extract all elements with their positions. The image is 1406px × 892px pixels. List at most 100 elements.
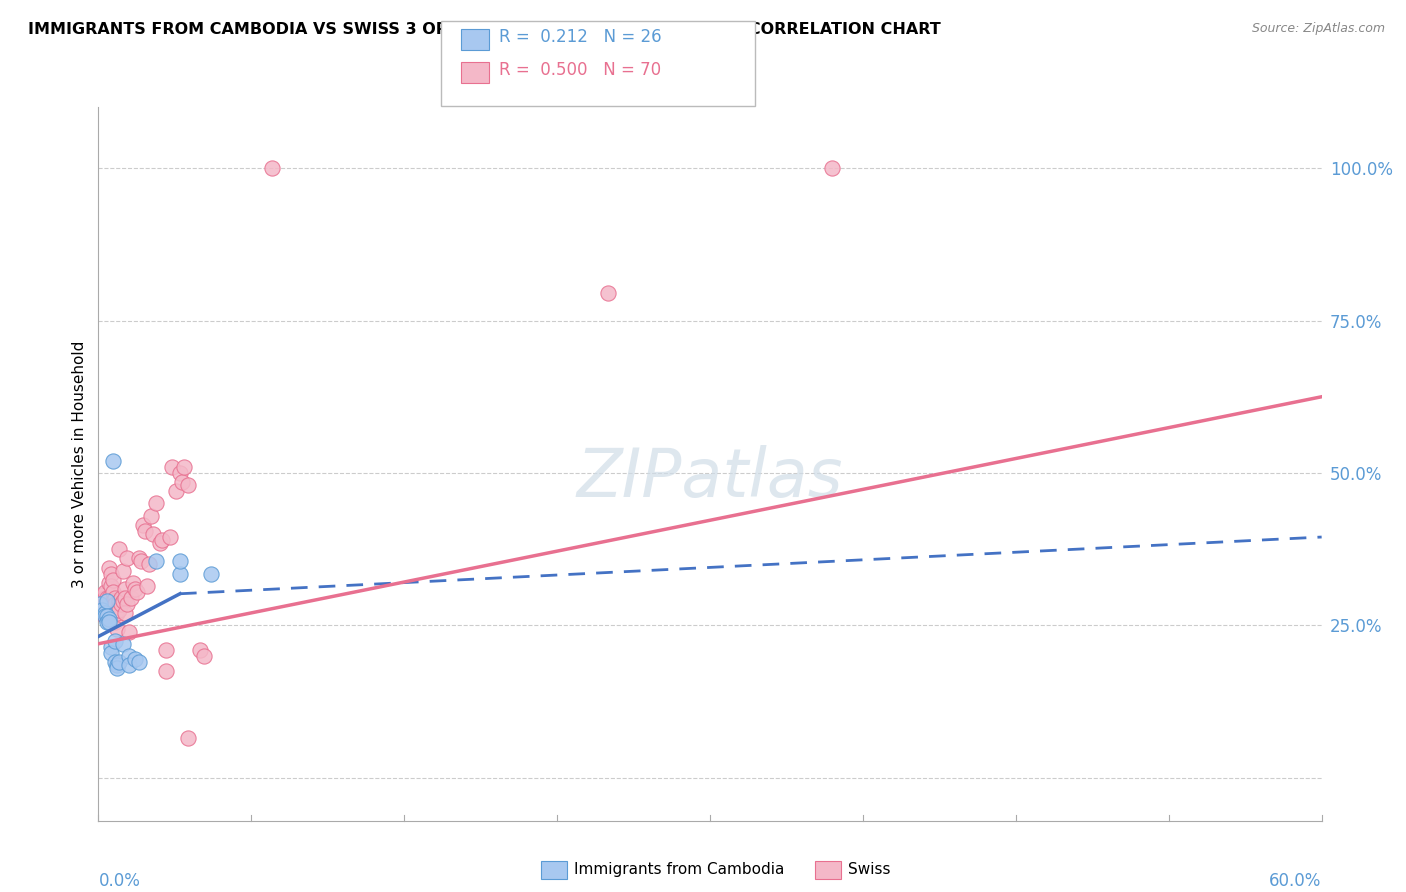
Point [260, 161, 283, 175]
Point [132, 517, 155, 532]
Point [100, 566, 122, 581]
Point [104, 591, 127, 605]
Point [124, 652, 146, 666]
Point [115, 551, 138, 566]
Point [155, 643, 177, 657]
Point [169, 554, 191, 568]
Point [145, 554, 167, 568]
Point [159, 530, 181, 544]
Text: IMMIGRANTS FROM CAMBODIA VS SWISS 3 OR MORE VEHICLES IN HOUSEHOLD CORRELATION CH: IMMIGRANTS FROM CAMBODIA VS SWISS 3 OR M… [28, 22, 941, 37]
Point [114, 582, 136, 596]
Point [101, 573, 124, 587]
Text: R =  0.500   N = 70: R = 0.500 N = 70 [499, 62, 661, 79]
Point [93, 607, 115, 621]
Point [120, 591, 142, 605]
Point [110, 591, 132, 605]
Text: 0.0%: 0.0% [98, 872, 141, 890]
Point [200, 566, 222, 581]
Point [100, 646, 122, 660]
Point [100, 579, 122, 593]
Point [105, 658, 128, 673]
Point [91, 588, 114, 602]
Point [89, 597, 111, 611]
Text: Immigrants from Cambodia: Immigrants from Cambodia [574, 863, 785, 877]
Point [96, 615, 118, 630]
Point [134, 524, 156, 538]
Point [97, 560, 120, 574]
Point [105, 661, 128, 675]
Point [598, 286, 620, 301]
Point [91, 597, 114, 611]
Point [93, 607, 115, 621]
Point [118, 658, 141, 673]
Point [93, 591, 115, 605]
Text: R =  0.212   N = 26: R = 0.212 N = 26 [499, 29, 662, 46]
Point [115, 597, 138, 611]
Point [108, 603, 131, 617]
Point [93, 585, 115, 599]
Point [127, 585, 149, 599]
Point [101, 594, 124, 608]
Point [138, 558, 160, 572]
Point [105, 603, 128, 617]
Point [111, 594, 134, 608]
Point [128, 655, 150, 669]
Point [114, 607, 136, 621]
Point [104, 597, 127, 611]
Point [145, 496, 167, 510]
Point [165, 484, 187, 499]
Point [96, 607, 118, 621]
Point [193, 648, 215, 663]
Point [91, 603, 114, 617]
Text: ZIPatlas: ZIPatlas [576, 445, 844, 511]
Point [169, 566, 191, 581]
Point [104, 633, 127, 648]
Point [93, 609, 115, 624]
Point [100, 640, 122, 654]
Point [105, 607, 128, 621]
Point [114, 591, 136, 605]
Point [141, 508, 163, 523]
Text: Source: ZipAtlas.com: Source: ZipAtlas.com [1251, 22, 1385, 36]
Point [170, 475, 193, 490]
Point [108, 594, 131, 608]
Point [91, 591, 114, 605]
Point [89, 607, 111, 621]
Point [97, 591, 120, 605]
Point [142, 527, 165, 541]
Text: 60.0%: 60.0% [1270, 872, 1322, 890]
Point [124, 582, 146, 596]
Point [104, 655, 127, 669]
Point [108, 542, 131, 557]
Point [96, 609, 118, 624]
Text: Swiss: Swiss [848, 863, 890, 877]
Point [97, 575, 120, 590]
Point [177, 731, 200, 746]
Point [173, 459, 195, 474]
Y-axis label: 3 or more Vehicles in Household: 3 or more Vehicles in Household [72, 340, 87, 588]
Point [155, 664, 177, 678]
Point [136, 579, 159, 593]
Point [169, 466, 191, 480]
Point [118, 648, 141, 663]
Point [96, 609, 118, 624]
Point [110, 597, 132, 611]
Point [160, 459, 183, 474]
Point [91, 603, 114, 617]
Point [108, 655, 131, 669]
Point [96, 591, 118, 605]
Point [93, 609, 115, 624]
Point [97, 612, 120, 626]
Point [188, 643, 212, 657]
Point [96, 594, 118, 608]
Point [129, 554, 152, 568]
Point [821, 161, 844, 175]
Point [150, 533, 173, 547]
Point [101, 454, 124, 468]
Point [104, 615, 127, 630]
Point [105, 622, 128, 636]
Point [111, 564, 134, 578]
Point [177, 478, 200, 492]
Point [96, 597, 118, 611]
Point [128, 551, 150, 566]
